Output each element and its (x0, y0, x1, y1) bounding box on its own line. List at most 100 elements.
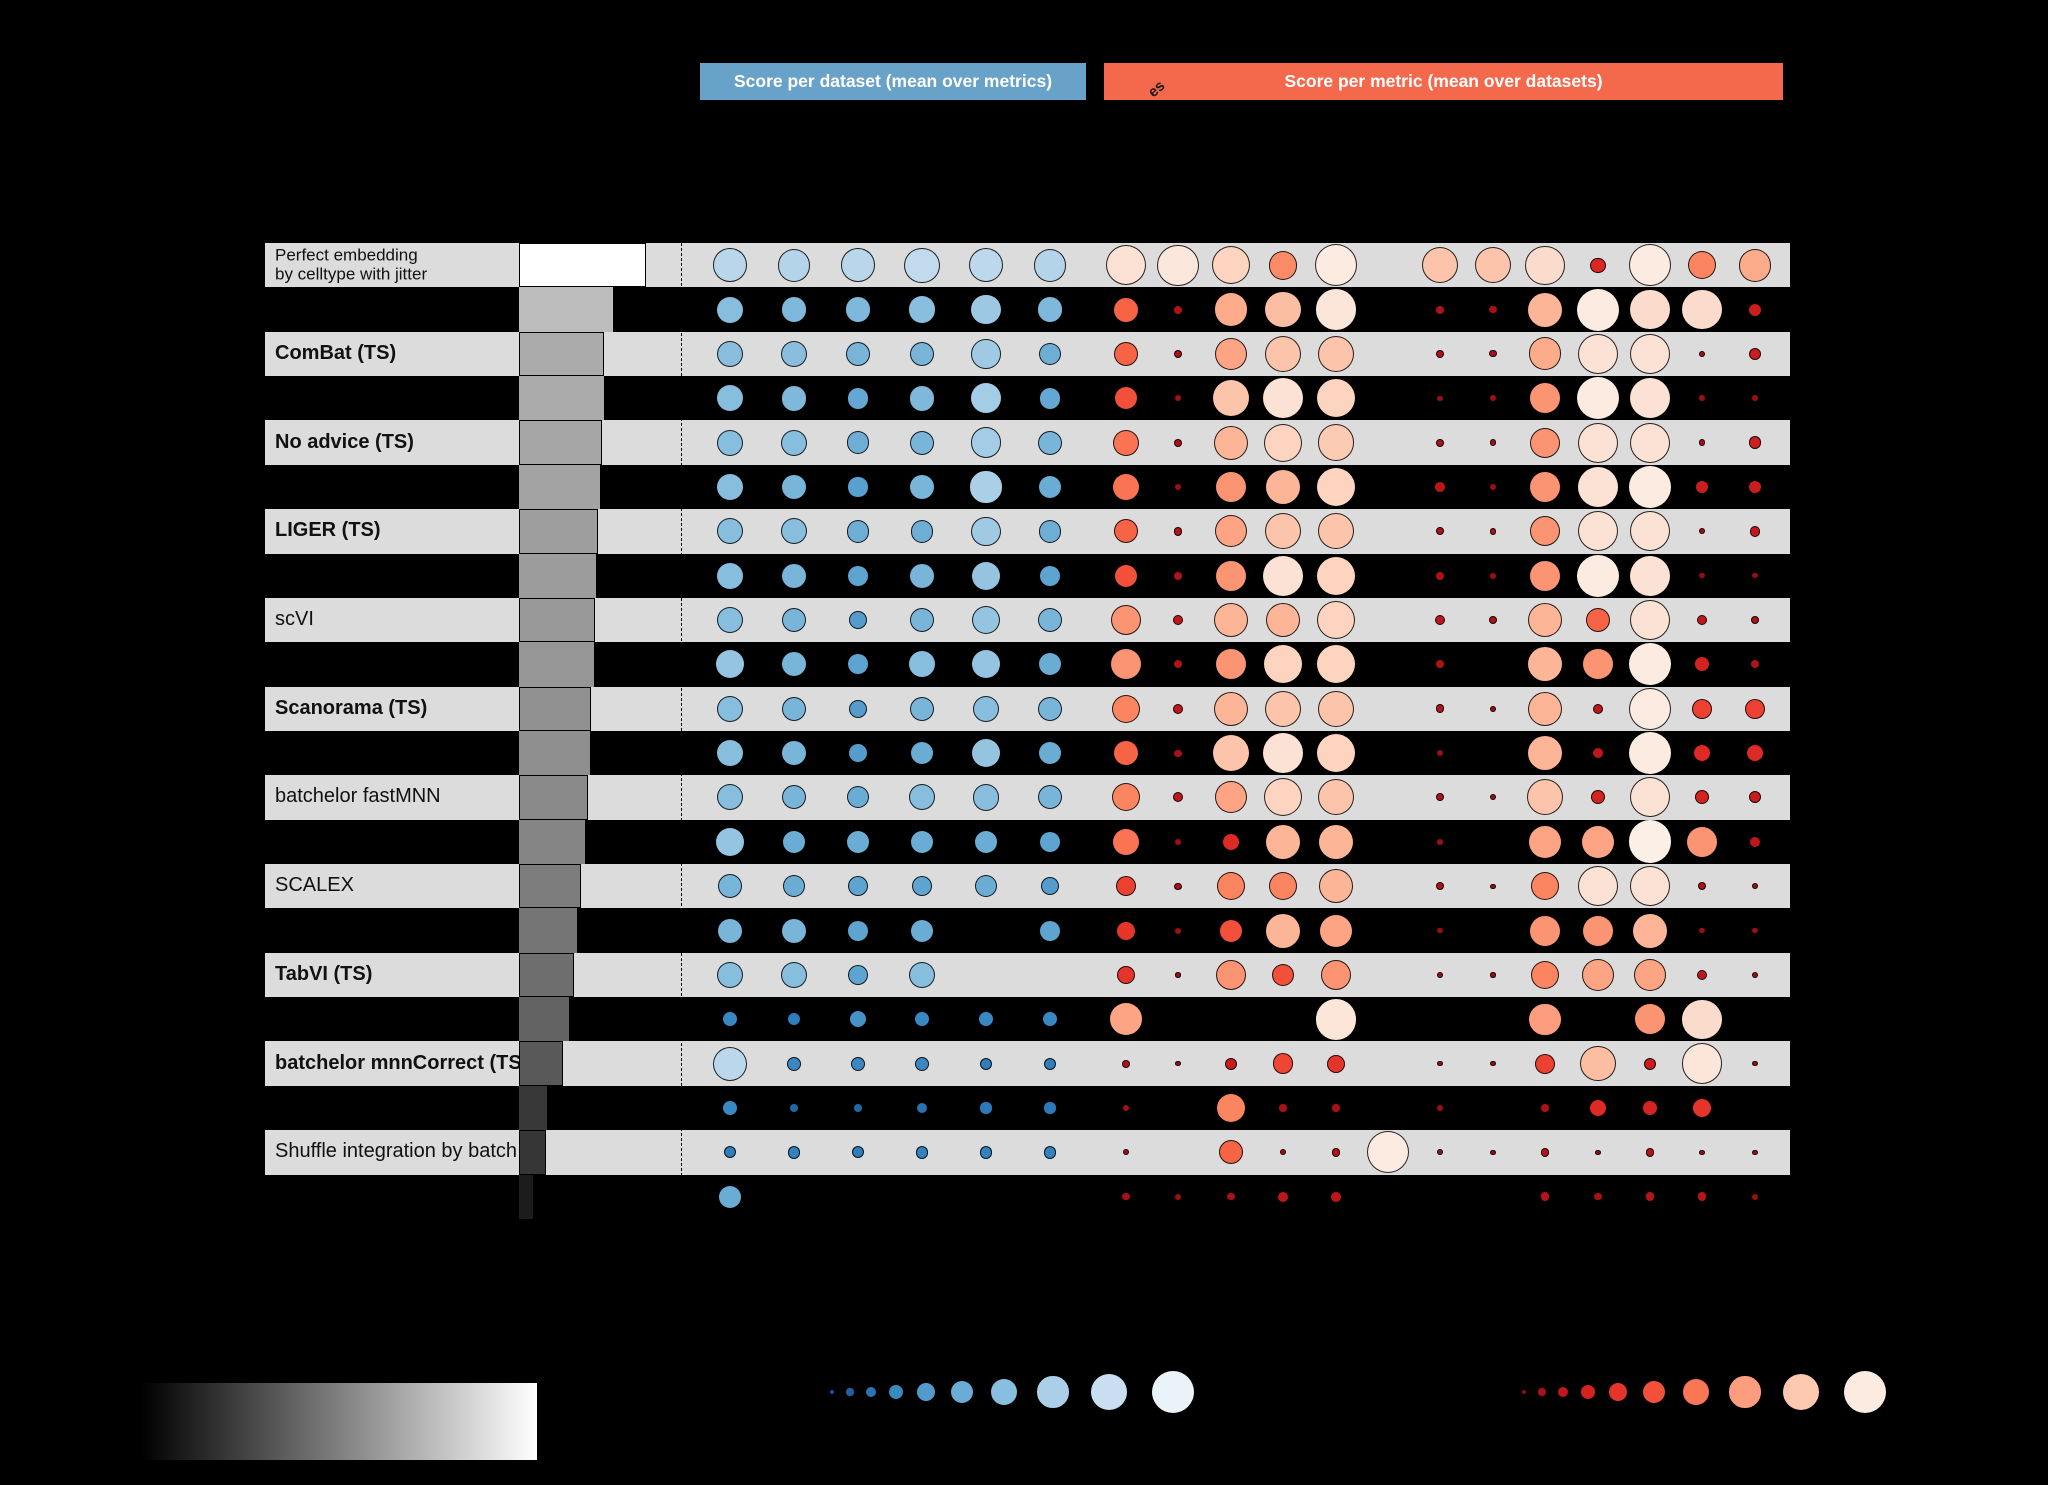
metric-score-dot (1175, 838, 1181, 845)
legend-size-dot (1521, 1389, 1527, 1395)
row-label: ComBat (TS) (275, 342, 397, 365)
metric-score-dot (1530, 516, 1560, 547)
metric-score-dot (1752, 395, 1758, 402)
dataset-score-dot (970, 383, 1002, 414)
metric-score-dot (1580, 1046, 1616, 1082)
metric-score-dot (1528, 603, 1562, 638)
metric-score-dot (1697, 969, 1707, 980)
dataset-score-dot (852, 1146, 864, 1159)
dataset-score-dot (915, 1145, 929, 1159)
method-row: batchelor fastMNN (265, 775, 1790, 820)
metric-score-dot (1436, 305, 1444, 314)
metric-score-dot (1110, 1003, 1142, 1036)
metric-score-dot (1541, 1104, 1549, 1112)
metric-score-dot (1264, 423, 1302, 462)
overall-score-bar (519, 1085, 547, 1131)
metric-score-dot (1114, 341, 1138, 366)
metric-score-dot (1265, 690, 1301, 727)
metric-score-dot (1697, 615, 1707, 626)
metric-score-dot (1490, 1149, 1496, 1155)
metric-score-dot (1629, 643, 1671, 686)
metric-score-dot (1528, 337, 1562, 371)
metric-score-dot (1212, 246, 1250, 285)
metric-score-dot (1577, 377, 1619, 420)
dataset-score-dot (1039, 742, 1061, 765)
dataset-score-dot (1038, 430, 1062, 455)
metric-score-dot (1489, 439, 1497, 446)
metric-score-dot (1489, 350, 1497, 358)
metric-score-dot (1122, 1104, 1130, 1112)
metric-score-dot (1630, 600, 1670, 641)
metric-score-dot (1699, 927, 1705, 934)
metric-score-dot (1265, 291, 1301, 328)
dataset-score-dot (723, 1101, 737, 1115)
metric-score-dot (1435, 615, 1445, 626)
metric-score-dot (1278, 1191, 1288, 1202)
metric-score-dot (1116, 876, 1136, 897)
metric-score-dot (1745, 698, 1765, 719)
metric-score-dot (1220, 919, 1242, 942)
dataset-score-dot (968, 247, 1004, 283)
legend-size-dot (1557, 1386, 1569, 1398)
metric-score-dot (1213, 380, 1249, 417)
legend-size-dot (1609, 1383, 1627, 1401)
metric-score-dot (1489, 305, 1497, 314)
metric-score-dot (1692, 698, 1712, 719)
metric-score-dot (1435, 704, 1445, 714)
dataset-score-dot (911, 742, 933, 765)
dataset-score-dot (848, 876, 868, 897)
dataset-score-dot (847, 830, 869, 853)
metric-score-dot (1489, 616, 1497, 625)
dataset-score-dot (848, 654, 868, 675)
dataset-score-dot (782, 785, 806, 810)
metric-score-dot (1266, 824, 1300, 859)
metric-score-dot (1586, 608, 1610, 633)
dataset-score-dot (1040, 565, 1060, 586)
metric-score-dot (1223, 833, 1239, 850)
metric-score-dot (1321, 959, 1351, 990)
metric-score-dot (1694, 745, 1710, 762)
metric-score-dot (1750, 836, 1760, 847)
legend-size-dot (1729, 1376, 1761, 1408)
metric-score-dot (1216, 649, 1246, 680)
metric-score-dot (1645, 1192, 1655, 1202)
metric-score-dot (1436, 660, 1444, 669)
metric-score-dot (1645, 1147, 1655, 1157)
metric-score-dot (1437, 927, 1443, 934)
dataset-score-dot (971, 339, 1001, 369)
metric-score-dot (1699, 1149, 1705, 1156)
dataset-score-dot (717, 784, 743, 811)
metric-score-dot (1117, 921, 1135, 940)
legend-size-dot (1682, 1378, 1710, 1406)
dataset-score-dot (782, 652, 806, 677)
dataset-score-dot (1040, 831, 1060, 852)
metric-score-dot (1122, 1193, 1130, 1201)
dataset-score-dot (782, 474, 806, 499)
metric-score-dot (1531, 872, 1559, 901)
dataset-score-dot (971, 516, 1001, 547)
dataset-score-dot (910, 563, 934, 588)
metric-score-dot (1315, 244, 1357, 287)
dataset-score-dot (718, 918, 742, 943)
metric-score-dot (1578, 333, 1618, 374)
metric-score-dot (1634, 958, 1666, 991)
dataset-score-dot (716, 340, 744, 368)
dataset-score-dot (910, 474, 934, 499)
dataset-score-dot (716, 650, 744, 679)
metric-score-dot (1268, 250, 1298, 280)
metric-score-dot (1436, 571, 1444, 580)
overall-score-bar (519, 509, 598, 554)
metric-score-dot (1630, 333, 1670, 374)
metric-score-dot (1752, 573, 1758, 579)
metric-score-dot (1215, 781, 1247, 814)
legend-size-dot (846, 1388, 854, 1396)
metric-score-dot (1112, 783, 1140, 812)
method-row (265, 376, 1790, 421)
metric-score-dot (1490, 883, 1496, 889)
metric-score-dot (1696, 480, 1708, 493)
metric-score-dot (1751, 660, 1759, 669)
method-row: scVI (265, 597, 1790, 643)
row-label: batchelor mnnCorrect (TS) (275, 1051, 529, 1074)
metric-score-dot (1530, 427, 1560, 458)
metric-score-dot (1578, 422, 1618, 463)
